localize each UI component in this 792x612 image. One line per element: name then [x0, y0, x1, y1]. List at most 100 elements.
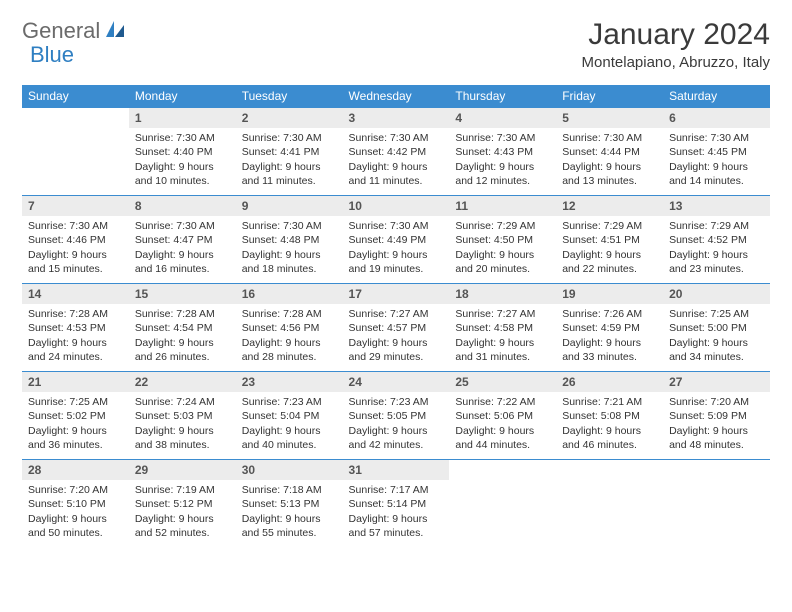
daylight-text: Daylight: 9 hours [455, 336, 550, 350]
sunrise-text: Sunrise: 7:30 AM [349, 131, 444, 145]
calendar-cell: 29Sunrise: 7:19 AMSunset: 5:12 PMDayligh… [129, 460, 236, 548]
daylight-text: and 16 minutes. [135, 262, 230, 276]
sunrise-text: Sunrise: 7:25 AM [28, 395, 123, 409]
calendar-cell: 11Sunrise: 7:29 AMSunset: 4:50 PMDayligh… [449, 196, 556, 284]
daylight-text: and 10 minutes. [135, 174, 230, 188]
calendar-header-row: Sunday Monday Tuesday Wednesday Thursday… [22, 85, 770, 108]
day-content: Sunrise: 7:25 AMSunset: 5:00 PMDaylight:… [663, 304, 770, 370]
calendar-cell: 27Sunrise: 7:20 AMSunset: 5:09 PMDayligh… [663, 372, 770, 460]
sunrise-text: Sunrise: 7:26 AM [562, 307, 657, 321]
daylight-text: and 31 minutes. [455, 350, 550, 364]
daylight-text: Daylight: 9 hours [242, 248, 337, 262]
daylight-text: and 57 minutes. [349, 526, 444, 540]
day-content: Sunrise: 7:30 AMSunset: 4:44 PMDaylight:… [556, 128, 663, 194]
day-header: Thursday [449, 85, 556, 108]
calendar-cell: .. [556, 460, 663, 548]
calendar-cell: 28Sunrise: 7:20 AMSunset: 5:10 PMDayligh… [22, 460, 129, 548]
sunset-text: Sunset: 4:42 PM [349, 145, 444, 159]
daylight-text: and 48 minutes. [669, 438, 764, 452]
daylight-text: and 12 minutes. [455, 174, 550, 188]
sunset-text: Sunset: 4:59 PM [562, 321, 657, 335]
day-content: Sunrise: 7:29 AMSunset: 4:51 PMDaylight:… [556, 216, 663, 282]
sunset-text: Sunset: 5:14 PM [349, 497, 444, 511]
calendar-week-row: 21Sunrise: 7:25 AMSunset: 5:02 PMDayligh… [22, 372, 770, 460]
sunset-text: Sunset: 4:58 PM [455, 321, 550, 335]
day-number: 30 [236, 460, 343, 480]
calendar-cell: 23Sunrise: 7:23 AMSunset: 5:04 PMDayligh… [236, 372, 343, 460]
sunrise-text: Sunrise: 7:27 AM [455, 307, 550, 321]
calendar-cell: 18Sunrise: 7:27 AMSunset: 4:58 PMDayligh… [449, 284, 556, 372]
daylight-text: and 55 minutes. [242, 526, 337, 540]
sunrise-text: Sunrise: 7:28 AM [28, 307, 123, 321]
day-number: 2 [236, 108, 343, 128]
day-content: Sunrise: 7:20 AMSunset: 5:10 PMDaylight:… [22, 480, 129, 546]
sunrise-text: Sunrise: 7:28 AM [135, 307, 230, 321]
sunrise-text: Sunrise: 7:30 AM [28, 219, 123, 233]
calendar-cell: 16Sunrise: 7:28 AMSunset: 4:56 PMDayligh… [236, 284, 343, 372]
calendar-week-row: ..1Sunrise: 7:30 AMSunset: 4:40 PMDaylig… [22, 108, 770, 196]
calendar-cell: 31Sunrise: 7:17 AMSunset: 5:14 PMDayligh… [343, 460, 450, 548]
daylight-text: and 20 minutes. [455, 262, 550, 276]
location: Montelapiano, Abruzzo, Italy [582, 54, 770, 71]
daylight-text: and 11 minutes. [349, 174, 444, 188]
daylight-text: and 23 minutes. [669, 262, 764, 276]
calendar-cell: 22Sunrise: 7:24 AMSunset: 5:03 PMDayligh… [129, 372, 236, 460]
sunrise-text: Sunrise: 7:21 AM [562, 395, 657, 409]
sunset-text: Sunset: 5:06 PM [455, 409, 550, 423]
daylight-text: and 26 minutes. [135, 350, 230, 364]
day-content: Sunrise: 7:30 AMSunset: 4:41 PMDaylight:… [236, 128, 343, 194]
sunset-text: Sunset: 4:48 PM [242, 233, 337, 247]
sunrise-text: Sunrise: 7:24 AM [135, 395, 230, 409]
sunset-text: Sunset: 4:41 PM [242, 145, 337, 159]
day-header: Wednesday [343, 85, 450, 108]
daylight-text: Daylight: 9 hours [28, 248, 123, 262]
sunset-text: Sunset: 5:13 PM [242, 497, 337, 511]
day-header: Monday [129, 85, 236, 108]
logo-word1: General [22, 18, 100, 44]
calendar-cell: 2Sunrise: 7:30 AMSunset: 4:41 PMDaylight… [236, 108, 343, 196]
calendar-cell: 24Sunrise: 7:23 AMSunset: 5:05 PMDayligh… [343, 372, 450, 460]
daylight-text: and 33 minutes. [562, 350, 657, 364]
calendar-cell: 5Sunrise: 7:30 AMSunset: 4:44 PMDaylight… [556, 108, 663, 196]
day-content: Sunrise: 7:20 AMSunset: 5:09 PMDaylight:… [663, 392, 770, 458]
daylight-text: Daylight: 9 hours [135, 512, 230, 526]
sunrise-text: Sunrise: 7:22 AM [455, 395, 550, 409]
month-title: January 2024 [582, 18, 770, 52]
daylight-text: and 34 minutes. [669, 350, 764, 364]
sunrise-text: Sunrise: 7:30 AM [242, 131, 337, 145]
logo-word2: Blue [30, 42, 74, 68]
sunset-text: Sunset: 4:47 PM [135, 233, 230, 247]
day-content: Sunrise: 7:27 AMSunset: 4:57 PMDaylight:… [343, 304, 450, 370]
sunrise-text: Sunrise: 7:28 AM [242, 307, 337, 321]
daylight-text: Daylight: 9 hours [28, 512, 123, 526]
sunset-text: Sunset: 5:00 PM [669, 321, 764, 335]
sunrise-text: Sunrise: 7:30 AM [135, 131, 230, 145]
sunrise-text: Sunrise: 7:27 AM [349, 307, 444, 321]
sunrise-text: Sunrise: 7:23 AM [349, 395, 444, 409]
sunrise-text: Sunrise: 7:30 AM [135, 219, 230, 233]
daylight-text: Daylight: 9 hours [455, 248, 550, 262]
daylight-text: Daylight: 9 hours [135, 336, 230, 350]
calendar-week-row: 14Sunrise: 7:28 AMSunset: 4:53 PMDayligh… [22, 284, 770, 372]
day-number: 24 [343, 372, 450, 392]
sunset-text: Sunset: 4:44 PM [562, 145, 657, 159]
logo: General [22, 18, 128, 44]
day-content: Sunrise: 7:24 AMSunset: 5:03 PMDaylight:… [129, 392, 236, 458]
sunrise-text: Sunrise: 7:23 AM [242, 395, 337, 409]
calendar-cell: 13Sunrise: 7:29 AMSunset: 4:52 PMDayligh… [663, 196, 770, 284]
sunrise-text: Sunrise: 7:30 AM [455, 131, 550, 145]
day-content: Sunrise: 7:30 AMSunset: 4:48 PMDaylight:… [236, 216, 343, 282]
calendar-cell: .. [663, 460, 770, 548]
calendar-cell: 8Sunrise: 7:30 AMSunset: 4:47 PMDaylight… [129, 196, 236, 284]
sunrise-text: Sunrise: 7:19 AM [135, 483, 230, 497]
day-content: Sunrise: 7:29 AMSunset: 4:50 PMDaylight:… [449, 216, 556, 282]
day-content: Sunrise: 7:28 AMSunset: 4:56 PMDaylight:… [236, 304, 343, 370]
page-header: General January 2024 Montelapiano, Abruz… [22, 18, 770, 71]
day-number: 17 [343, 284, 450, 304]
day-content: Sunrise: 7:27 AMSunset: 4:58 PMDaylight:… [449, 304, 556, 370]
daylight-text: and 36 minutes. [28, 438, 123, 452]
sunset-text: Sunset: 4:53 PM [28, 321, 123, 335]
day-content: Sunrise: 7:25 AMSunset: 5:02 PMDaylight:… [22, 392, 129, 458]
daylight-text: and 24 minutes. [28, 350, 123, 364]
sunset-text: Sunset: 5:12 PM [135, 497, 230, 511]
